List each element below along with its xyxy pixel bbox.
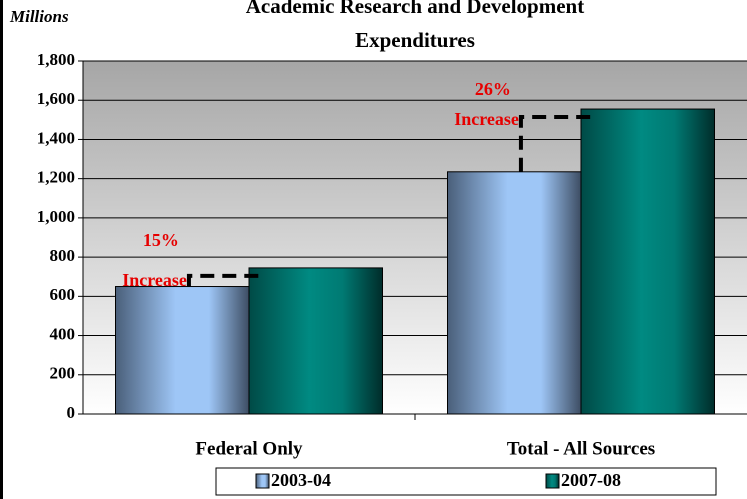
- legend: [215, 467, 717, 496]
- y-tick-label: 1,400: [37, 128, 75, 147]
- y-tick-label: 0: [67, 403, 76, 422]
- border: [0, 0, 3, 499]
- annotation-text: Increase: [122, 270, 187, 290]
- increase-bracket: [518, 115, 593, 172]
- legend-swatch: [255, 473, 270, 489]
- y-tick-label: 1,200: [37, 168, 75, 187]
- annotation-percent: 15%: [143, 230, 179, 250]
- annotation-text: Increase: [454, 109, 519, 129]
- y-tick-label: 1,600: [37, 89, 75, 108]
- y-tick-label: 200: [50, 364, 76, 383]
- chart-title: Expenditures: [355, 28, 475, 52]
- chart-title: Academic Research and Development: [246, 0, 584, 18]
- bar: [447, 171, 582, 415]
- annotation-percent: 26%: [475, 79, 511, 99]
- x-tick-label: Total - All Sources: [507, 438, 655, 459]
- y-unit-label: Millions: [9, 7, 69, 26]
- y-tick-label: 600: [50, 285, 76, 304]
- bar: [115, 286, 250, 415]
- legend-label: 2003-04: [271, 470, 331, 490]
- bar: [580, 108, 715, 415]
- increase-bracket: [186, 273, 261, 287]
- y-tick-label: 800: [50, 246, 76, 265]
- y-tick-label: 400: [50, 324, 76, 343]
- bar: [248, 267, 383, 415]
- y-tick-label: 1,000: [37, 207, 75, 226]
- x-tick-label: Federal Only: [195, 438, 303, 459]
- y-tick-label: 1,800: [37, 50, 75, 69]
- legend-label: 2007-08: [561, 470, 621, 490]
- legend-swatch: [545, 473, 560, 489]
